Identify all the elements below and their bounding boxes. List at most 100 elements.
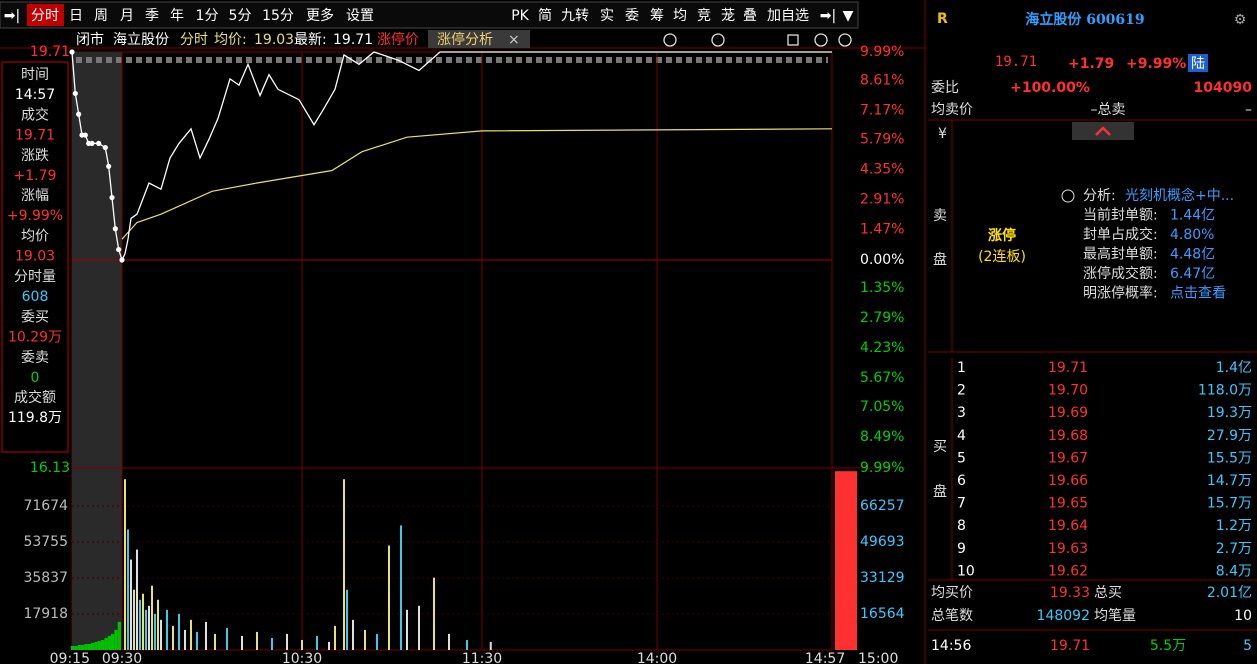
- analysis-value[interactable]: 点击查看: [1170, 286, 1226, 302]
- y-tick-label: 8.49%: [860, 429, 904, 445]
- toolbar-button[interactable]: 设置: [346, 8, 374, 24]
- volume-bar: [81, 644, 85, 650]
- toolbar-button[interactable]: 叠: [743, 8, 757, 24]
- ratio-label: 委比: [931, 80, 959, 96]
- toolbar-button[interactable]: 分时: [31, 8, 59, 24]
- volume-bar: [148, 605, 150, 650]
- chart-mode: 分时: [180, 32, 208, 48]
- y-tick-label: 1.35%: [860, 280, 904, 296]
- y-tick-label: 7.05%: [860, 399, 904, 415]
- x-tick-label: 14:00: [637, 651, 677, 664]
- analysis-value: 光刻机概念+中...: [1125, 187, 1234, 204]
- dropdown-icon[interactable]: ▼: [843, 8, 854, 24]
- analysis-value: 4.48亿: [1170, 247, 1215, 263]
- volume-bar: [71, 645, 75, 650]
- toolbar-button[interactable]: PK: [511, 8, 529, 24]
- info-icon: [1061, 189, 1075, 203]
- tool-icon[interactable]: [711, 33, 725, 47]
- tool-icon[interactable]: [814, 33, 828, 47]
- toolbar-button[interactable]: 筹: [650, 7, 664, 24]
- bid-volume: 118.0万: [1198, 383, 1252, 399]
- toolbar-icon[interactable]: ➡|: [4, 8, 20, 24]
- auction-point: [76, 111, 82, 117]
- analysis-label: 分析:: [1083, 188, 1116, 204]
- market-status: 闭市: [76, 31, 104, 48]
- info-value: +1.79: [14, 168, 57, 184]
- y-tick-label: 5.67%: [860, 370, 904, 386]
- toolbar-icon[interactable]: ➡|: [820, 8, 836, 24]
- toolbar-button[interactable]: 茏: [721, 8, 735, 24]
- bid-price: 19.62: [1048, 563, 1088, 579]
- ask-total-label: –总卖: [1091, 102, 1126, 118]
- y-tick-label: 0.00%: [860, 252, 904, 268]
- ask-side: 卖: [933, 208, 947, 224]
- tool-icon[interactable]: [787, 34, 799, 46]
- info-value: 608: [22, 289, 49, 305]
- bid-volume: 1.4亿: [1216, 360, 1252, 376]
- y-tick-label: 2.91%: [860, 191, 904, 207]
- volume-bar: [301, 639, 303, 650]
- toolbar-button[interactable]: 实: [600, 8, 614, 24]
- toolbar-button[interactable]: 季: [145, 8, 159, 24]
- toolbar-button[interactable]: 15分: [262, 8, 294, 24]
- toolbar-button[interactable]: 日: [69, 8, 83, 24]
- volume-bar: [418, 605, 420, 650]
- volume-bar: [226, 627, 228, 650]
- y-tick-label: 4.35%: [860, 161, 904, 177]
- toolbar-button[interactable]: 均: [673, 8, 687, 24]
- avg-line: [121, 128, 833, 240]
- badge: R: [937, 11, 948, 27]
- tool-icon[interactable]: [838, 33, 852, 47]
- tick-count: 5: [1243, 638, 1252, 654]
- analysis-tab[interactable]: 涨停分析: [437, 31, 493, 48]
- toolbar-button[interactable]: 更多: [306, 7, 334, 24]
- tool-icon[interactable]: [663, 33, 677, 47]
- toolbar-button[interactable]: 1分: [196, 8, 219, 24]
- trades-label: 总笔数: [931, 608, 973, 624]
- toolbar-button[interactable]: 九转: [561, 8, 589, 24]
- x-tick-label: 09:15: [50, 651, 90, 664]
- toolbar-button[interactable]: 简: [538, 7, 552, 24]
- toolbar-button[interactable]: 竞: [697, 7, 711, 24]
- volume-tick-label: 49693: [860, 534, 905, 550]
- y-tick-label: 2.79%: [860, 310, 904, 326]
- chart-tools: [663, 33, 852, 47]
- info-label: 均价: [21, 229, 49, 245]
- toolbar-button[interactable]: 委: [625, 8, 639, 24]
- volume-bar: [334, 625, 336, 650]
- volume-bar: [316, 635, 318, 650]
- bid-total-label: 总买: [1094, 585, 1122, 601]
- streak: (2连板): [978, 249, 1026, 265]
- toolbar-button[interactable]: 5分: [229, 8, 252, 24]
- volume-bar: [352, 619, 354, 650]
- bid-volume: 19.3万: [1207, 405, 1252, 421]
- bid-price: 19.70: [1048, 383, 1088, 399]
- x-tick-label: 09:30: [102, 651, 142, 664]
- y-tick-label: 9.99%: [860, 460, 904, 476]
- auction-point: [112, 226, 118, 232]
- toolbar-button[interactable]: 月: [120, 8, 134, 24]
- info-label: 涨跌: [21, 148, 49, 164]
- volume-bar: [160, 619, 162, 650]
- analysis-value: 1.44亿: [1170, 208, 1215, 224]
- toolbar-button[interactable]: 周: [94, 8, 108, 24]
- collapse-icon: [1095, 126, 1111, 136]
- info-value: 119.8万: [8, 410, 62, 426]
- bid-volume: 15.7万: [1207, 496, 1252, 512]
- analysis-label: 封单占成交:: [1083, 226, 1158, 243]
- bid-level: 3: [957, 405, 966, 421]
- volume-bar: [196, 631, 198, 650]
- volume-bar: [172, 625, 174, 650]
- auction-area: [72, 52, 122, 650]
- toolbar-button[interactable]: 年: [170, 8, 184, 24]
- info-value: +9.99%: [7, 208, 63, 224]
- tab-close[interactable]: ×: [508, 32, 520, 48]
- volume-bar: [190, 619, 192, 650]
- settings-icon[interactable]: ⚙: [1234, 12, 1247, 28]
- volume-bar: [91, 642, 95, 650]
- collapse-button[interactable]: [1072, 122, 1134, 140]
- toolbar-button[interactable]: 加自选: [767, 8, 809, 24]
- volume-bar: [136, 549, 138, 650]
- price-change-pct: +9.99%: [1126, 56, 1186, 72]
